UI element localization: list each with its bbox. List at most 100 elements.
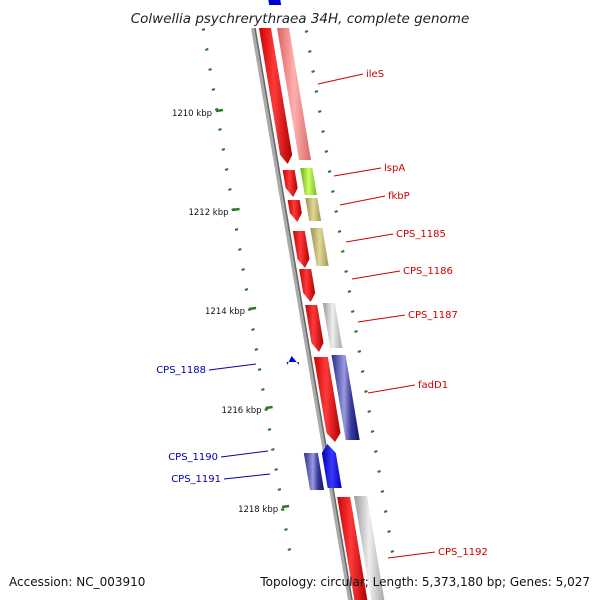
- gene-label-cps-1191[interactable]: CPS_1191: [171, 474, 221, 485]
- gene-feature-top-blue[interactable]: [268, 0, 282, 5]
- gene-labels: ileS lspA fkbP CPS_1185 CPS_1186 CPS_1187 fadD…: [156, 69, 488, 558]
- tick-major: [281, 504, 290, 509]
- gene-label-iles[interactable]: ileS: [366, 69, 384, 80]
- gene-feature-cps-1187-cat[interactable]: [322, 303, 343, 348]
- tick-inner: [218, 128, 222, 131]
- gene-feature-cps-1187[interactable]: [305, 305, 324, 352]
- tick-inner: [264, 407, 269, 412]
- scale-label: 1210 kbp: [172, 109, 212, 119]
- tick-outer: [327, 170, 332, 173]
- tick-outer: [307, 50, 312, 53]
- tick-outer: [357, 350, 362, 353]
- tick-inner: [244, 288, 249, 291]
- tick-major: [248, 306, 257, 311]
- gene-label-cps-1188[interactable]: CPS_1188: [156, 365, 206, 376]
- leader-line: [357, 314, 406, 323]
- scale-ticks: [201, 28, 395, 553]
- tick-inner: [270, 448, 275, 451]
- gene-label-fkbp[interactable]: fkbP: [388, 191, 410, 202]
- scale-label: 1214 kbp: [205, 307, 245, 317]
- tick-outer: [337, 230, 342, 233]
- leader-line: [387, 551, 436, 559]
- tick-outer: [311, 70, 315, 73]
- gene-feature-fkbp[interactable]: [287, 200, 302, 222]
- gene-label-cps-1190[interactable]: CPS_1190: [168, 452, 218, 463]
- tick-inner: [234, 228, 239, 231]
- tick-major: [232, 207, 240, 212]
- backbone-line: [251, 27, 352, 600]
- leader-line: [339, 195, 386, 206]
- tick-outer: [390, 550, 395, 553]
- leader-line: [317, 73, 364, 85]
- tick-inner: [277, 488, 282, 491]
- leader-line: [208, 363, 257, 371]
- genome-summary-text: Topology: circular; Length: 5,373,180 bp…: [260, 575, 590, 589]
- gene-feature-cps-1188[interactable]: [286, 356, 300, 365]
- tick-inner: [208, 68, 212, 71]
- gene-feature-fkbp-cat[interactable]: [305, 198, 322, 221]
- leader-line: [367, 384, 416, 394]
- tick-inner: [221, 148, 226, 151]
- tick-inner: [237, 248, 242, 251]
- tick-outer: [347, 290, 352, 293]
- gene-feature-lspa-cat[interactable]: [300, 168, 317, 195]
- tick-outer: [354, 330, 358, 333]
- gene-feature-fadd1[interactable]: [313, 357, 341, 442]
- leader-line: [223, 473, 271, 480]
- tick-inner: [267, 428, 272, 431]
- tick-inner: [280, 507, 285, 512]
- tick-inner: [228, 188, 232, 191]
- tick-outer: [321, 130, 325, 133]
- gene-feature-cps-1185[interactable]: [292, 231, 310, 268]
- gene-feature-cps-1192-cat[interactable]: [354, 496, 385, 600]
- label-leader-lines: [208, 73, 436, 559]
- scale-labels: 1210 kbp 1212 kbp 1214 kbp 1216 kbp 1218 kbp: [172, 108, 290, 515]
- tick-outer: [380, 490, 385, 493]
- gene-feature-iles[interactable]: [259, 28, 293, 164]
- tick-inner: [261, 388, 265, 391]
- genome-backbone: [251, 27, 353, 600]
- gene-feature-cps-1192[interactable]: [337, 497, 368, 600]
- map-title: Colwellia psychrerythraea 34H, complete …: [131, 11, 470, 27]
- leader-line: [345, 233, 394, 243]
- tick-outer: [367, 410, 372, 413]
- gene-features: [259, 0, 385, 600]
- gene-label-cps-1185[interactable]: CPS_1185: [396, 229, 446, 240]
- tick-outer: [331, 190, 335, 193]
- tick-inner: [251, 328, 255, 331]
- gene-label-cps-1187[interactable]: CPS_1187: [408, 310, 458, 321]
- gene-feature-cps-1191[interactable]: [321, 444, 342, 488]
- tick-outer: [340, 250, 345, 253]
- gene-feature-cps-1186[interactable]: [299, 269, 316, 302]
- gene-label-cps-1192[interactable]: CPS_1192: [438, 547, 488, 558]
- leader-line: [333, 167, 382, 177]
- tick-outer: [387, 530, 391, 533]
- tick-outer: [377, 470, 381, 473]
- tick-outer: [370, 430, 375, 433]
- scale-label: 1218 kbp: [238, 505, 278, 515]
- tick-inner: [257, 368, 262, 371]
- gene-label-cps-1186[interactable]: CPS_1186: [403, 266, 453, 277]
- tick-outer: [334, 210, 339, 213]
- gene-label-fadd1[interactable]: fadD1: [418, 380, 448, 391]
- tick-major: [265, 405, 273, 410]
- gene-feature-iles-cat[interactable]: [277, 28, 312, 160]
- tick-outer: [304, 30, 309, 33]
- gene-feature-fadd1-cat[interactable]: [331, 355, 360, 440]
- gene-feature-cps-1185-cat[interactable]: [310, 228, 329, 266]
- tick-outer: [383, 510, 388, 513]
- tick-inner: [204, 48, 209, 51]
- tick-inner: [241, 268, 245, 271]
- tick-inner: [287, 548, 292, 551]
- gene-feature-cps-1190[interactable]: [303, 453, 325, 490]
- tick-outer: [344, 270, 348, 273]
- scale-label: 1216 kbp: [222, 406, 262, 416]
- scale-label: 1212 kbp: [188, 208, 228, 218]
- gene-label-lspa[interactable]: lspA: [384, 163, 405, 174]
- tick-inner: [274, 468, 278, 471]
- tick-inner: [214, 107, 219, 112]
- tick-outer: [317, 110, 322, 113]
- tick-inner: [284, 528, 288, 531]
- gene-feature-lspa[interactable]: [282, 170, 298, 197]
